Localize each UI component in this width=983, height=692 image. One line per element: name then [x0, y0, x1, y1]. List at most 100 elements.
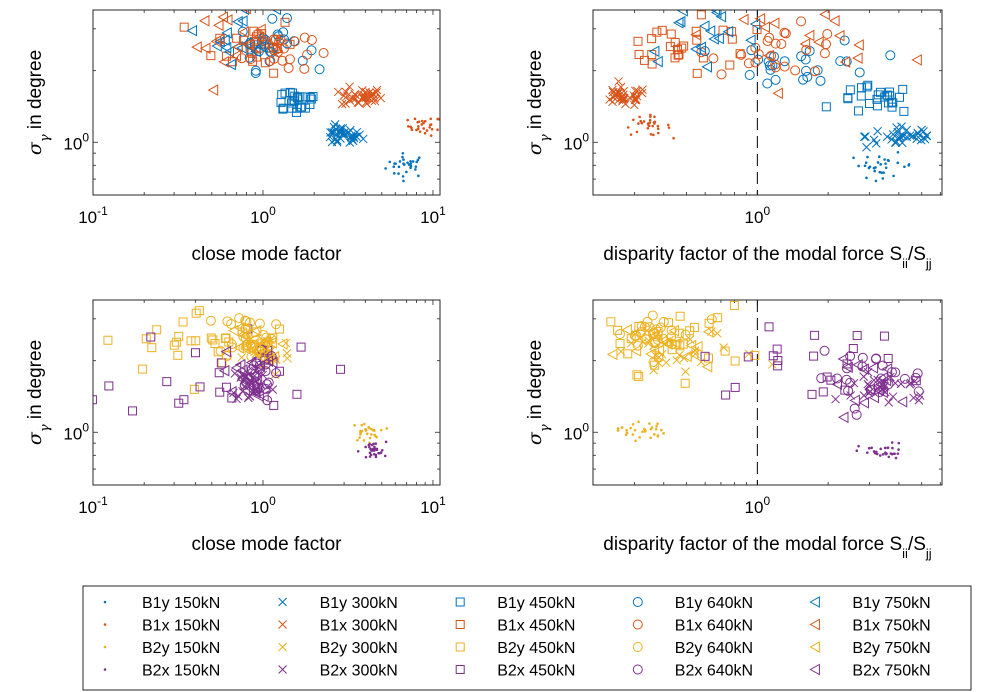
data-point — [392, 172, 396, 175]
data-point — [678, 339, 688, 349]
data-point — [654, 427, 658, 431]
legend-label: B1y 750kN — [852, 595, 930, 612]
data-point — [839, 35, 850, 46]
data-point — [336, 123, 346, 133]
data-point — [818, 387, 828, 397]
data-point — [690, 28, 701, 41]
legend-entry: B2y 300kN — [278, 640, 398, 657]
data-point — [852, 331, 862, 341]
data-point — [358, 436, 361, 439]
data-point — [243, 10, 251, 15]
data-point — [277, 55, 288, 66]
data-point — [625, 431, 629, 435]
data-point — [401, 151, 405, 155]
data-point — [708, 53, 719, 64]
data-point — [365, 88, 374, 97]
scatter-points — [179, 10, 440, 183]
series-b1x-300kn — [605, 77, 647, 110]
data-point — [226, 385, 237, 398]
data-point — [220, 41, 232, 54]
legend-label: B2x 300kN — [320, 663, 398, 680]
data-point — [369, 433, 373, 436]
data-point — [657, 25, 667, 35]
data-point — [429, 123, 433, 126]
data-point — [665, 42, 675, 52]
data-point — [898, 131, 908, 140]
legend-entry: B2y 450kN — [455, 640, 575, 657]
data-point — [656, 127, 660, 131]
data-point — [650, 338, 661, 349]
data-point — [776, 38, 787, 49]
data-point — [379, 428, 383, 432]
data-point — [189, 384, 199, 394]
data-point — [314, 64, 325, 75]
data-point — [614, 329, 625, 340]
data-point — [849, 403, 860, 414]
data-point — [879, 163, 883, 166]
data-point — [863, 80, 873, 90]
data-point — [259, 336, 271, 348]
data-point — [749, 18, 761, 30]
data-point — [221, 382, 231, 392]
data-point — [384, 440, 388, 444]
data-point — [835, 56, 846, 67]
data-point — [418, 130, 422, 133]
data-point — [620, 426, 624, 429]
data-point — [644, 322, 655, 333]
data-point — [800, 54, 811, 65]
data-point — [210, 35, 222, 48]
data-point — [186, 336, 196, 346]
data-point — [658, 316, 669, 327]
data-point — [221, 351, 232, 362]
data-point — [232, 41, 243, 54]
data-point — [240, 315, 251, 326]
legend-marker — [103, 645, 107, 649]
data-point — [886, 446, 890, 450]
data-point — [852, 358, 863, 371]
legend-marker — [103, 623, 107, 626]
y-tick-label: 100 — [563, 420, 589, 443]
data-point — [639, 119, 643, 123]
data-point — [858, 396, 869, 409]
data-point — [429, 134, 433, 137]
legend-marker — [455, 642, 465, 652]
data-point — [250, 386, 261, 399]
data-point — [701, 61, 712, 73]
data-point — [237, 15, 248, 27]
legend-entry: B2y 150kN — [103, 640, 220, 657]
series-b2y-150kn — [616, 420, 665, 443]
data-point — [680, 329, 691, 340]
data-point — [773, 356, 783, 366]
data-point — [283, 63, 294, 74]
data-point — [370, 427, 373, 431]
data-point — [760, 0, 769, 9]
data-point — [174, 398, 184, 408]
data-point — [325, 132, 335, 142]
data-point — [413, 117, 417, 121]
data-point — [282, 13, 293, 24]
data-point — [753, 54, 764, 65]
data-point — [251, 374, 263, 386]
data-point — [652, 27, 662, 37]
data-point — [274, 366, 284, 376]
data-point — [430, 127, 434, 131]
data-point — [238, 26, 249, 38]
data-point — [219, 34, 230, 47]
data-point — [896, 150, 900, 154]
legend-label: B2y 300kN — [320, 640, 398, 657]
data-point — [405, 170, 408, 174]
data-point — [368, 436, 372, 440]
data-point — [348, 94, 358, 104]
data-point — [247, 344, 258, 356]
data-point — [289, 36, 300, 47]
data-point — [892, 174, 895, 178]
data-point — [779, 56, 790, 67]
data-point — [372, 85, 382, 95]
data-point — [287, 98, 297, 108]
data-point — [743, 352, 753, 362]
scatter-points — [593, 300, 925, 460]
data-point — [406, 125, 410, 128]
x-tick-label: 101 — [420, 204, 446, 227]
data-point — [810, 66, 821, 77]
data-point — [735, 49, 745, 59]
